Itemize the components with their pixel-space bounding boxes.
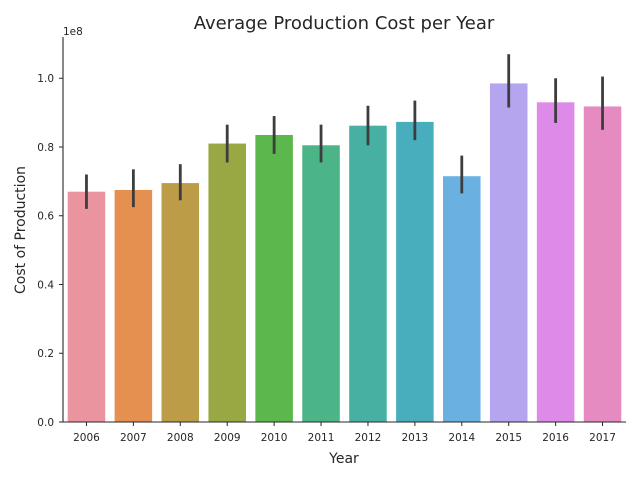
x-tick-label-2015: 2015 — [495, 432, 522, 444]
x-tick-label-2014: 2014 — [448, 432, 475, 444]
x-tick-label-2016: 2016 — [542, 432, 569, 444]
bar-2009 — [208, 143, 246, 422]
x-tick-label-2011: 2011 — [308, 432, 335, 444]
bar-2015 — [489, 83, 528, 422]
x-tick-label-2009: 2009 — [214, 432, 241, 444]
y-tick-label-0.4: 0.4 — [37, 279, 54, 291]
x-tick-label-2012: 2012 — [355, 432, 382, 444]
bar-2017 — [583, 106, 622, 422]
y-tick-label-0.6: 0.6 — [37, 211, 54, 223]
x-tick-label-2010: 2010 — [261, 432, 288, 444]
chart-title: Average Production Cost per Year — [194, 13, 495, 34]
bar-2007 — [114, 189, 153, 422]
bar-2008 — [161, 183, 200, 422]
x-tick-label-2007: 2007 — [120, 432, 147, 444]
y-axis-offset-label: 1e8 — [63, 26, 83, 38]
y-axis-label: Cost of Production — [13, 166, 29, 294]
bar-2012 — [349, 125, 387, 422]
y-axis-ticks: 0.0 0.2 0.4 0.6 0.8 1.0 — [37, 73, 63, 429]
bars-group — [67, 83, 622, 422]
y-tick-label-0.0: 0.0 — [37, 417, 54, 429]
y-tick-label-1.0: 1.0 — [37, 73, 54, 85]
bar-2011 — [302, 145, 340, 422]
x-axis-ticks: 2006 2007 2008 2009 2010 2011 2012 2013 2014 2015… — [73, 422, 616, 444]
error-bars-group — [85, 54, 604, 209]
bar-2016 — [536, 102, 575, 422]
x-tick-label-2017: 2017 — [589, 432, 616, 444]
y-tick-label-0.2: 0.2 — [37, 348, 54, 360]
bar-2010 — [255, 134, 293, 422]
bar-2014 — [443, 176, 481, 422]
bar-2006 — [67, 191, 106, 422]
x-tick-label-2006: 2006 — [73, 432, 100, 444]
x-tick-label-2008: 2008 — [167, 432, 194, 444]
x-axis-label: Year — [328, 451, 359, 467]
x-tick-label-2013: 2013 — [402, 432, 429, 444]
bar-2013 — [396, 121, 434, 422]
y-tick-label-0.8: 0.8 — [37, 142, 54, 154]
